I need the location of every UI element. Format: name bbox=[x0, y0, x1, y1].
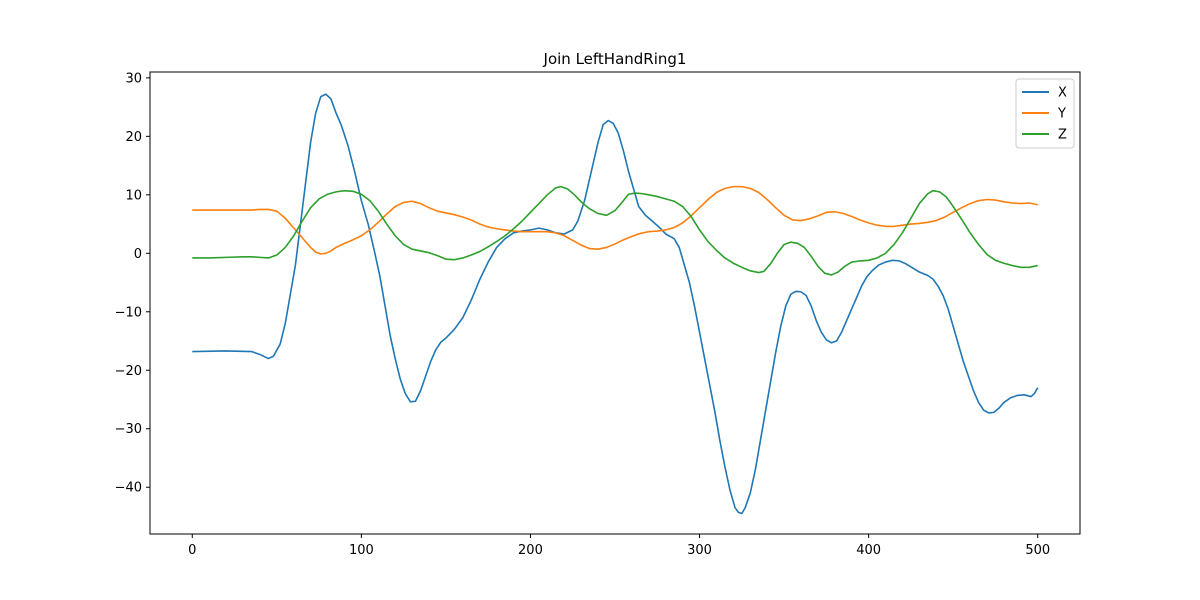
y-tick-label: 20 bbox=[125, 130, 142, 145]
y-tick-label: −40 bbox=[115, 481, 142, 496]
y-tick-label: 10 bbox=[125, 188, 142, 203]
x-axis: 0 100 200 300 400 500 bbox=[188, 534, 1050, 558]
legend: XYZ bbox=[1015, 78, 1075, 149]
x-tick-label: 300 bbox=[687, 543, 712, 558]
y-tick-label: −20 bbox=[115, 364, 142, 379]
x-tick-label: 100 bbox=[349, 543, 374, 558]
chart-title: Join LeftHandRing1 bbox=[543, 50, 687, 68]
y-tick-label: −30 bbox=[115, 422, 142, 437]
x-tick-label: 200 bbox=[518, 543, 543, 558]
x-tick-label: 500 bbox=[1025, 543, 1050, 558]
x-tick-label: 0 bbox=[188, 543, 196, 558]
y-tick-label: 0 bbox=[134, 247, 142, 262]
legend-label-y: Y bbox=[1057, 107, 1066, 122]
series-line-z bbox=[192, 185, 1038, 276]
series-layer bbox=[192, 93, 1039, 515]
plot-frame bbox=[149, 71, 1081, 535]
legend-label-x: X bbox=[1058, 86, 1067, 101]
series-line-x bbox=[192, 93, 1039, 515]
series-line-y bbox=[192, 185, 1038, 255]
x-tick-label: 400 bbox=[856, 543, 881, 558]
y-tick-label: 30 bbox=[125, 71, 142, 86]
legend-label-z: Z bbox=[1058, 128, 1067, 143]
y-tick-label: −10 bbox=[115, 305, 142, 320]
y-axis: −40 −30 −20 −10 0 10 20 30 bbox=[115, 71, 150, 496]
